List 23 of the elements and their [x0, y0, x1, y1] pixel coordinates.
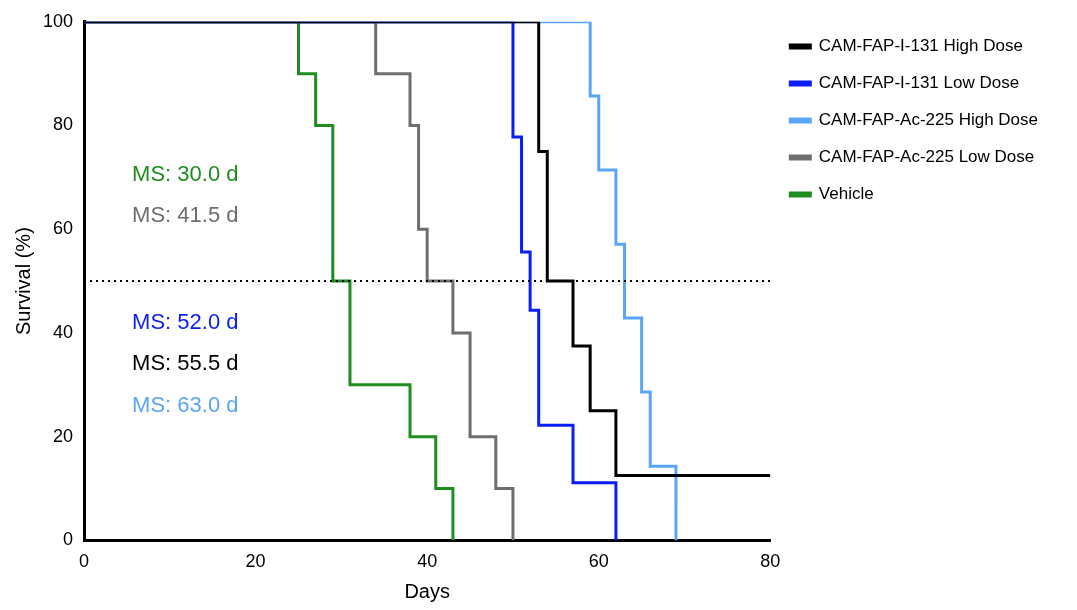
x-tick-label: 20	[245, 551, 266, 572]
legend-label: CAM-FAP-I-131 Low Dose	[818, 73, 1020, 93]
annotation: MS: 41.5 d	[132, 202, 239, 228]
legend-label: CAM-FAP-I-131 High Dose	[818, 36, 1023, 56]
annotation: MS: 63.0 d	[132, 391, 239, 417]
y-axis-title: Survival (%)	[11, 227, 34, 335]
annotation: MS: 55.5 d	[132, 350, 239, 376]
annotation: MS: 52.0 d	[132, 308, 239, 334]
y-tick-label: 0	[63, 529, 74, 550]
y-tick-label: 80	[53, 114, 74, 135]
y-tick-label: 100	[42, 10, 74, 31]
x-tick-label: 60	[588, 551, 609, 572]
legend-label: CAM-FAP-Ac-225 High Dose	[818, 110, 1039, 130]
legend-label: Vehicle	[818, 184, 874, 204]
annotation: MS: 30.0 d	[132, 160, 239, 186]
x-tick-label: 40	[417, 551, 438, 572]
legend-label: CAM-FAP-Ac-225 Low Dose	[818, 147, 1035, 167]
x-axis-title: Days	[404, 579, 450, 602]
y-tick-label: 60	[53, 218, 74, 239]
y-tick-label: 40	[53, 321, 74, 342]
y-tick-label: 20	[53, 425, 74, 446]
x-tick-label: 80	[760, 551, 781, 572]
x-tick-label: 0	[79, 551, 90, 572]
